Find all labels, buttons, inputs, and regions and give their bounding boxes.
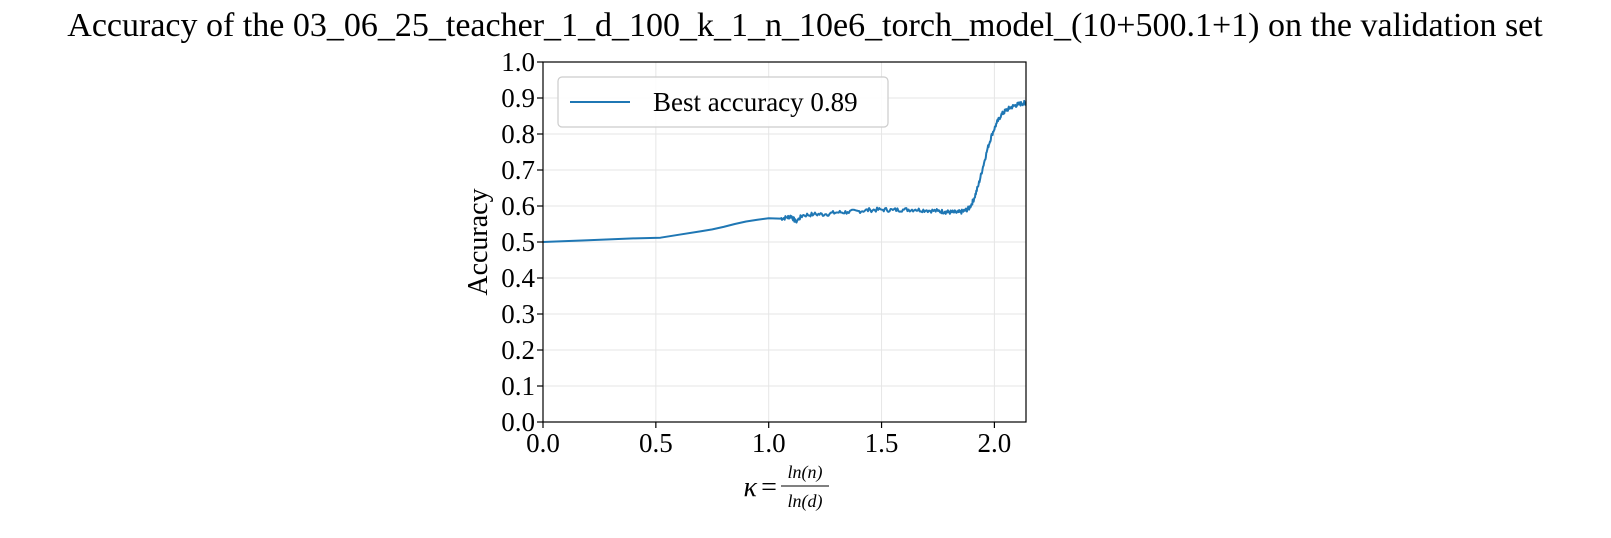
x-tick-label: 0.5 <box>639 428 673 458</box>
y-tick-label: 0.6 <box>501 191 535 221</box>
y-axis-label: Accuracy <box>463 188 494 295</box>
legend-label: Best accuracy 0.89 <box>653 87 858 117</box>
y-tick-label: 0.0 <box>501 407 535 437</box>
x-axis-label-denominator: ln(d) <box>788 491 823 512</box>
x-tick-label: 1.5 <box>865 428 899 458</box>
plot-area <box>543 99 1026 243</box>
y-tick-label: 0.8 <box>501 119 535 149</box>
y-tick-label: 1.0 <box>501 47 535 77</box>
x-tick-label: 2.0 <box>978 428 1012 458</box>
x-axis-label-numerator: ln(n) <box>788 462 823 483</box>
y-tick-label: 0.1 <box>501 371 535 401</box>
y-tick-label: 0.4 <box>501 263 535 293</box>
x-axis-label: κ = ln(n) ln(d) <box>744 462 829 512</box>
chart-title: Accuracy of the 03_06_25_teacher_1_d_100… <box>67 7 1543 44</box>
x-axis-label-kappa: κ <box>744 472 758 503</box>
legend-box <box>557 76 889 128</box>
x-tick-label: 1.0 <box>752 428 786 458</box>
y-tick-label: 0.5 <box>501 227 535 257</box>
x-tick-label: 0.0 <box>526 428 560 458</box>
y-tick-label: 0.7 <box>501 155 535 185</box>
y-tick-label: 0.3 <box>501 299 535 329</box>
legend: Best accuracy 0.89 <box>557 76 889 128</box>
y-tick-label: 0.9 <box>501 83 535 113</box>
series-line <box>543 99 1026 243</box>
y-tick-label: 0.2 <box>501 335 535 365</box>
tick-layer: 0.0 0.5 1.0 1.5 2.0 0.0 0.1 0.2 0.3 0.4 0.5 0.6 0.7 0… <box>501 47 1011 458</box>
x-axis-label-equals: = <box>761 472 777 503</box>
